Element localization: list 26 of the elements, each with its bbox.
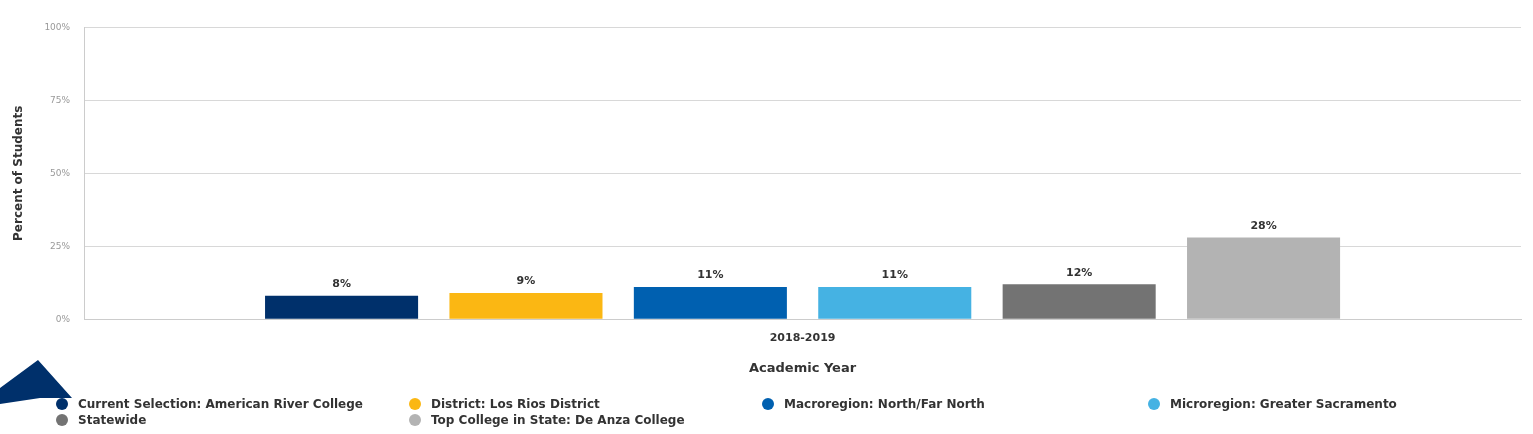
- bar: [265, 295, 419, 319]
- legend-label: Current Selection: American River College: [78, 397, 363, 411]
- data-label: 11%: [881, 268, 908, 282]
- y-tick-label: 25%: [50, 240, 71, 251]
- bar: [1187, 237, 1341, 319]
- legend-label: Top College in State: De Anza College: [431, 413, 685, 427]
- legend-label: Macroregion: North/Far North: [784, 397, 985, 411]
- legend-label: Statewide: [78, 413, 147, 427]
- data-label: 12%: [1065, 265, 1093, 279]
- x-tick-label: 2018-2019: [769, 330, 836, 344]
- data-label: 8%: [332, 277, 351, 291]
- data-label: 28%: [1250, 218, 1277, 232]
- data-label: 9%: [516, 274, 536, 288]
- x-axis-title: Academic Year: [749, 359, 857, 375]
- y-tick-label: 100%: [44, 21, 71, 32]
- data-label: 11%: [697, 268, 724, 282]
- y-tick-label: 50%: [50, 167, 71, 178]
- bar: [449, 292, 603, 319]
- y-tick-label: 0%: [55, 313, 71, 324]
- bar: [818, 287, 972, 319]
- y-tick-label: 75%: [50, 94, 71, 105]
- bar: [1002, 284, 1156, 319]
- legend-label: District: Los Rios District: [431, 397, 600, 411]
- bar: [633, 287, 787, 319]
- y-axis-title: Percent of Students: [11, 105, 26, 241]
- legend-label: Microregion: Greater Sacramento: [1170, 397, 1397, 411]
